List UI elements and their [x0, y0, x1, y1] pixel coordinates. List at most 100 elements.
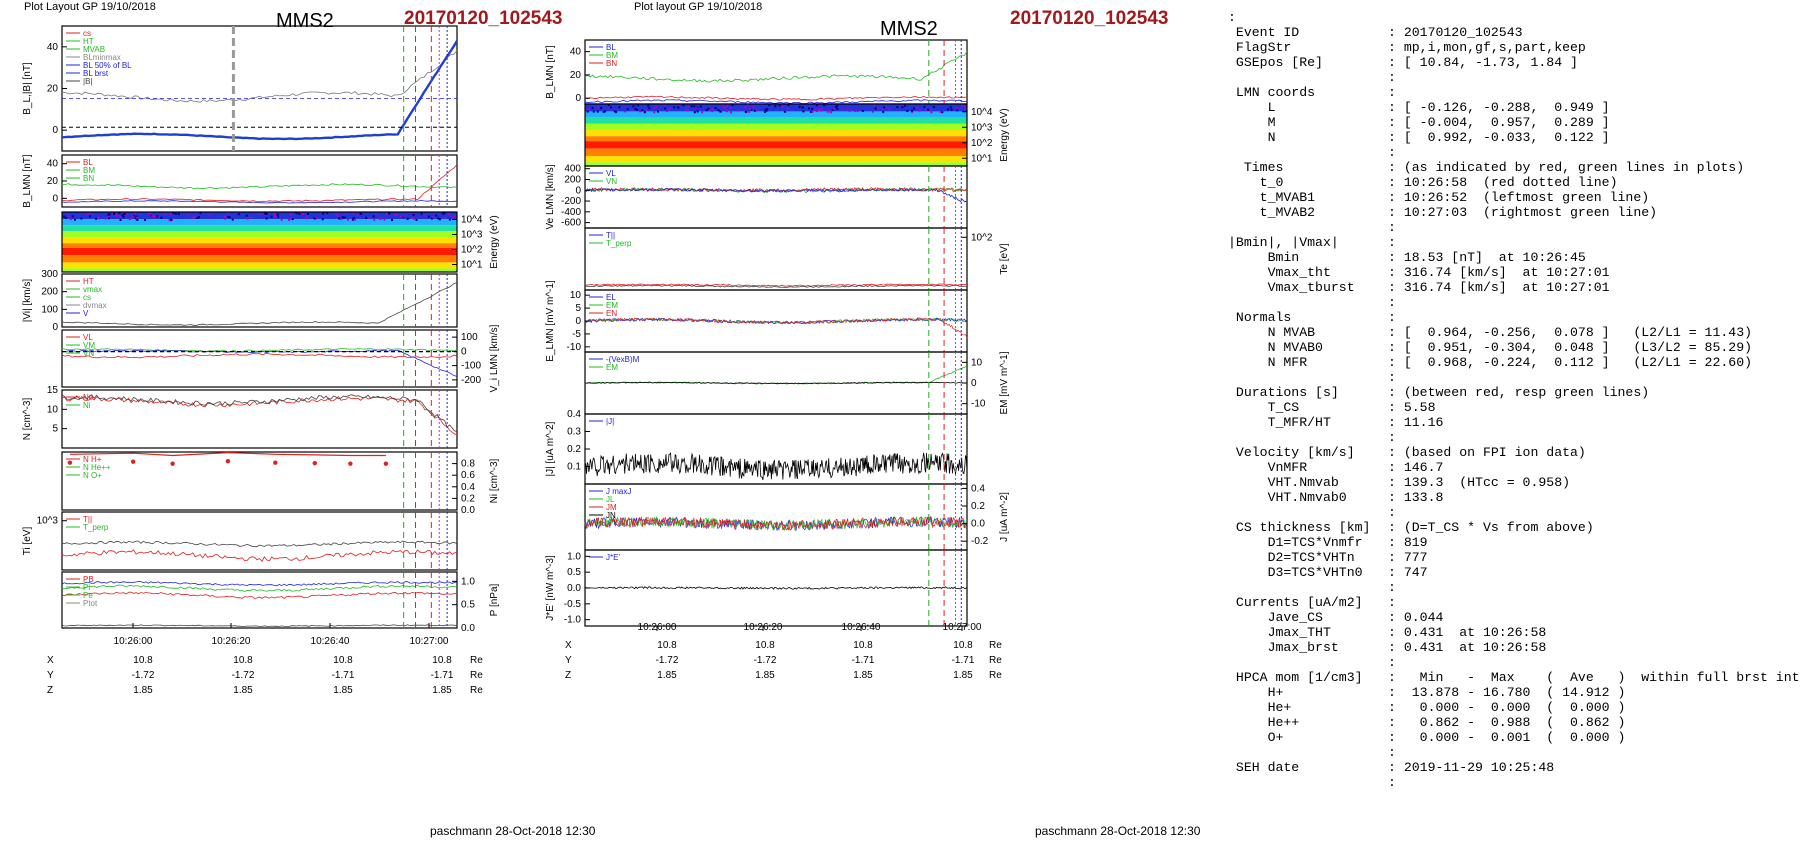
spectrogram-pixel [911, 109, 914, 112]
data-point [130, 459, 136, 464]
tick-label: 200 [564, 174, 581, 185]
legend-label: cs [83, 29, 91, 38]
spectrogram-pixel [923, 105, 926, 108]
spectrogram-pixel [64, 216, 67, 219]
spectrogram-pixel [608, 106, 611, 109]
vexb-line [584, 381, 968, 385]
spectrogram-pixel [818, 109, 821, 112]
spectrogram-pixel [861, 109, 864, 112]
ephem-name: Z [565, 670, 571, 681]
legend-label: Ne [83, 393, 94, 402]
info-key: N MVAB [1228, 325, 1316, 340]
legend-label: BL [606, 43, 616, 52]
info-value: : [ -0.126, -0.288, 0.949 ] [1388, 100, 1610, 115]
info-key: Bmin [1228, 250, 1300, 265]
spectrogram-pixel [591, 107, 594, 110]
spectrogram [585, 104, 967, 166]
spectrogram-pixel [677, 105, 680, 108]
spectrogram-pixel [939, 110, 942, 113]
panel-frame [584, 39, 968, 105]
info-key: N MVAB0 [1228, 340, 1323, 355]
legend-label: |B| [83, 77, 93, 86]
panel-frame [584, 483, 968, 551]
legend-label: |J| [606, 417, 614, 426]
spectrogram-pixel [848, 109, 851, 112]
right-footer: paschmann 28-Oct-2018 12:30 [1035, 824, 1201, 838]
spectrogram-pixel [826, 110, 829, 113]
spectrogram-pixel [160, 216, 163, 219]
info-row: T_MFR/HT: 11.16 [1228, 415, 1800, 430]
spectrogram-pixel [128, 217, 131, 220]
info-key: HPCA mom [1/cm3] [1228, 670, 1363, 685]
info-key: GSEpos [Re] [1228, 55, 1323, 70]
tick-label: -0.5 [564, 599, 582, 610]
spectrogram-pixel [208, 213, 211, 216]
legend-label: HT [83, 37, 94, 46]
legend-label: BN [83, 174, 94, 183]
spectrogram-pixel [144, 219, 147, 222]
legend-label: JM [606, 503, 617, 512]
info-value: : [1388, 220, 1396, 235]
spectrogram-pixel [372, 215, 375, 218]
info-key: O+ [1228, 730, 1284, 745]
spectrogram-pixel [798, 105, 801, 108]
spectrogram-pixel [693, 105, 696, 108]
spectrogram-pixel [613, 110, 616, 113]
spectrogram-pixel [918, 109, 921, 112]
info-key: Jave_CS [1228, 610, 1323, 625]
spectrogram-pixel [153, 215, 156, 218]
info-value: : [1388, 310, 1396, 325]
spectrogram-pixel [871, 110, 874, 113]
spectrogram-pixel [306, 212, 309, 215]
spectrogram-pixel [876, 106, 879, 109]
spectrogram-pixel [448, 218, 451, 221]
info-row: Normals: [1228, 310, 1800, 325]
axis-label: Ve LMN [km/s] [545, 164, 556, 229]
tick-label: 40 [47, 42, 59, 53]
spectrogram-pixel [711, 108, 714, 111]
spectrogram-pixel [929, 109, 932, 112]
ephem-name: Y [47, 670, 54, 681]
tick-label: 10^2 [971, 232, 993, 243]
info-key: Jmax_brst [1228, 640, 1339, 655]
tick-label: 10 [570, 290, 582, 301]
spectrogram-pixel [326, 212, 329, 215]
spectrogram-pixel [632, 105, 635, 108]
spectrogram-pixel [927, 108, 930, 111]
spectrogram-pixel [829, 111, 832, 114]
spectrogram-band [62, 231, 457, 238]
legend-label: VN [83, 349, 94, 358]
legend-label: JN [606, 511, 616, 520]
tick-label: 10^3 [971, 122, 993, 133]
panel-frame [61, 329, 458, 388]
ephem-value: 1.85 [233, 685, 253, 696]
spectrogram-pixel [352, 216, 355, 219]
info-key: M [1228, 115, 1276, 130]
spectrogram-pixel [388, 212, 391, 215]
spectrogram-pixel [705, 109, 708, 112]
spectrogram-pixel [836, 104, 839, 107]
info-value: : 133.8 [1388, 490, 1444, 505]
spectrogram-pixel [737, 109, 740, 112]
tick-label: 10^2 [971, 138, 993, 149]
spectrogram-pixel [453, 215, 456, 218]
spectrogram-pixel [896, 106, 899, 109]
panel-frame [61, 511, 458, 571]
spectrogram-pixel [841, 108, 844, 111]
info-row: Jave_CS: 0.044 [1228, 610, 1800, 625]
pi-line [61, 584, 458, 593]
spectrogram-pixel [836, 107, 839, 110]
spectrogram-pixel [774, 105, 777, 108]
tick-label: 100 [41, 304, 58, 315]
spectrogram-pixel [108, 213, 111, 216]
panel-frame [61, 211, 458, 273]
tick-label: 10^4 [461, 215, 483, 226]
spectrogram-pixel [63, 215, 66, 218]
legend-label: N He++ [83, 463, 111, 472]
spectrogram-pixel [174, 212, 177, 215]
spectrogram-pixel [854, 110, 857, 113]
spectrogram-pixel [888, 107, 891, 110]
ephem-value: 10.8 [432, 655, 452, 666]
spectrogram-pixel [801, 106, 804, 109]
pb-line [61, 581, 457, 587]
